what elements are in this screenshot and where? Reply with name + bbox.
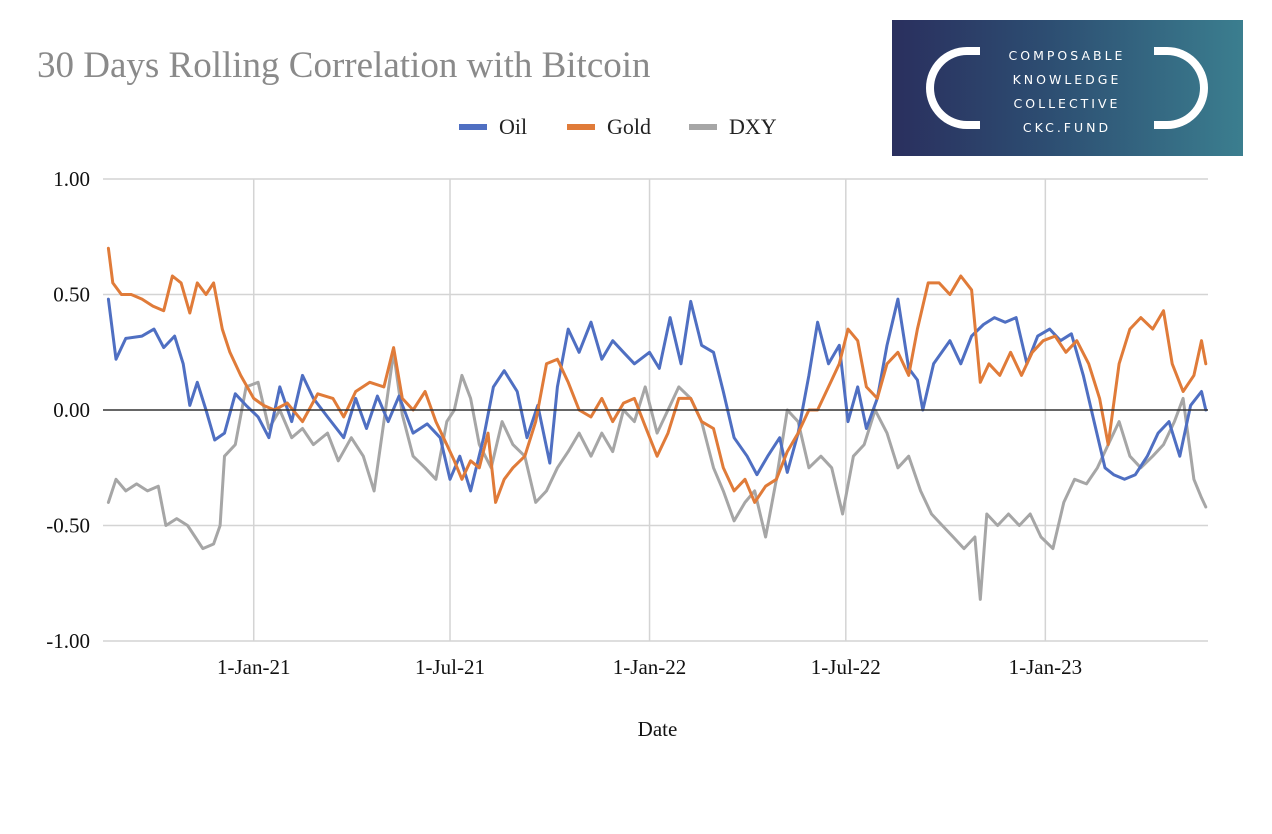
series-lines: [106, 246, 1208, 601]
legend-label-oil: Oil: [499, 114, 528, 139]
y-axis-ticks: 1.00 0.50 0.00 -0.50 -1.00: [46, 167, 90, 653]
legend-item-oil: Oil: [459, 114, 527, 140]
legend-item-gold: Gold: [567, 114, 651, 140]
logo-line: KNOWLEDGE: [1012, 72, 1122, 87]
y-tick-label: -0.50: [46, 514, 90, 538]
y-tick-label: 0.00: [53, 398, 90, 422]
legend-swatch-dxy: [689, 123, 717, 130]
x-axis-label: Date: [638, 717, 678, 741]
logo-line: COMPOSABLE: [1008, 48, 1126, 63]
x-tick-label: 1-Jan-22: [613, 655, 686, 679]
logo-line: CKC.FUND: [1022, 120, 1112, 135]
x-axis-ticks: 1-Jan-21 1-Jul-21 1-Jan-22 1-Jul-22 1-Jan-23: [217, 655, 1082, 679]
x-tick-label: 1-Jan-21: [217, 655, 290, 679]
logo-text: COMPOSABLE KNOWLEDGE COLLECTIVE CKC.FUND: [986, 44, 1148, 140]
y-tick-label: -1.00: [46, 629, 90, 653]
legend-label-gold: Gold: [607, 114, 651, 139]
ckc-logo: COMPOSABLE KNOWLEDGE COLLECTIVE CKC.FUND: [892, 20, 1243, 156]
series-line-oil: [106, 297, 1208, 493]
legend-label-dxy: DXY: [729, 114, 777, 139]
logo-left-bracket-icon: [926, 47, 980, 129]
logo-line: COLLECTIVE: [1013, 96, 1121, 111]
y-tick-label: 1.00: [53, 167, 90, 191]
x-tick-label: 1-Jan-23: [1009, 655, 1082, 679]
x-tick-label: 1-Jul-22: [811, 655, 881, 679]
legend-swatch-gold: [567, 123, 595, 130]
series-line-dxy: [106, 350, 1208, 601]
y-tick-label: 0.50: [53, 283, 90, 307]
legend-swatch-oil: [459, 123, 487, 130]
series-line-gold: [106, 246, 1208, 504]
x-tick-label: 1-Jul-21: [415, 655, 485, 679]
logo-right-bracket-icon: [1154, 47, 1208, 129]
legend-item-dxy: DXY: [689, 114, 777, 140]
chart-title: 30 Days Rolling Correlation with Bitcoin: [37, 45, 651, 86]
